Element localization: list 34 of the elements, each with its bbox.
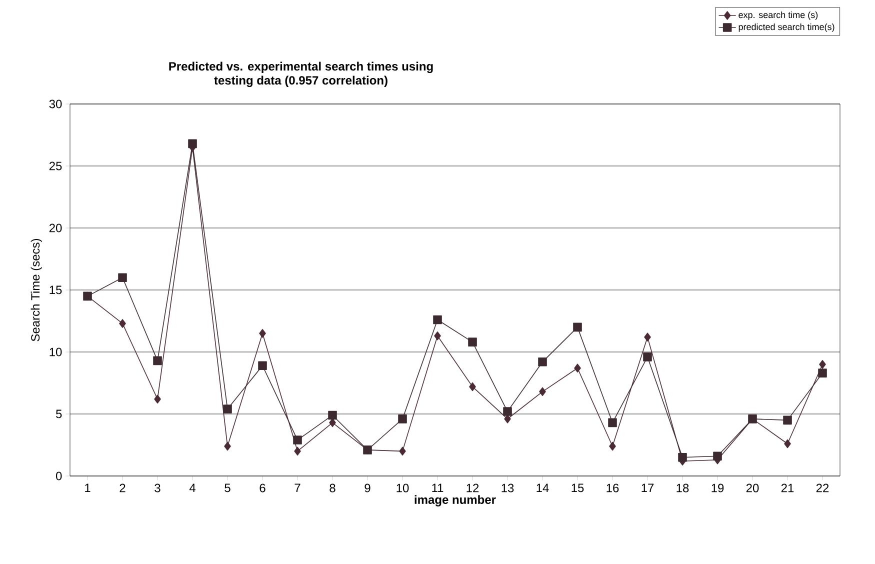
x-tick-label: 20 bbox=[746, 484, 759, 492]
x-tick-label: 3 bbox=[154, 484, 160, 492]
x-tick-label: 2 bbox=[120, 484, 126, 492]
x-tick-label: 14 bbox=[536, 484, 549, 492]
x-tick-label: 5 bbox=[224, 484, 230, 492]
x-tick-label: 21 bbox=[781, 484, 794, 492]
x-tick-label: 4 bbox=[189, 484, 196, 492]
x-tick-label: 10 bbox=[396, 484, 409, 492]
x-tick-label: 18 bbox=[676, 484, 689, 492]
x-tick-label: 6 bbox=[260, 484, 266, 492]
y-tick-label: 10 bbox=[50, 348, 62, 356]
y-tick-label: 15 bbox=[50, 286, 62, 294]
legend-label: predicted search time(s) bbox=[738, 23, 834, 32]
x-tick-label: 8 bbox=[330, 484, 336, 492]
x-tick-label: 11 bbox=[432, 484, 444, 492]
x-tick-label: 22 bbox=[816, 484, 829, 492]
x-tick-label: 16 bbox=[606, 484, 619, 492]
x-tick-label: 7 bbox=[294, 484, 300, 492]
x-axis-title: image number bbox=[414, 495, 496, 506]
y-tick-label: 30 bbox=[49, 100, 62, 108]
y-tick-label: 25 bbox=[49, 162, 62, 170]
x-tick-label: 12 bbox=[466, 484, 479, 492]
legend-label: exp. search time (s) bbox=[738, 11, 818, 20]
x-tick-label: 19 bbox=[712, 484, 724, 492]
x-tick-label: 13 bbox=[502, 484, 514, 492]
y-axis-title: Search Time (secs) bbox=[30, 238, 42, 342]
x-tick-label: 15 bbox=[572, 484, 584, 492]
y-tick-label: 20 bbox=[49, 224, 62, 232]
x-tick-label: 9 bbox=[364, 484, 370, 492]
x-tick-label: 17 bbox=[642, 484, 654, 492]
y-tick-label: 5 bbox=[56, 410, 62, 418]
y-tick-label: 0 bbox=[56, 472, 62, 480]
x-tick-label: 1 bbox=[85, 484, 90, 492]
chart-title: Predicted vs. experimental search times using testing data (0.957 correlation) bbox=[169, 62, 433, 88]
